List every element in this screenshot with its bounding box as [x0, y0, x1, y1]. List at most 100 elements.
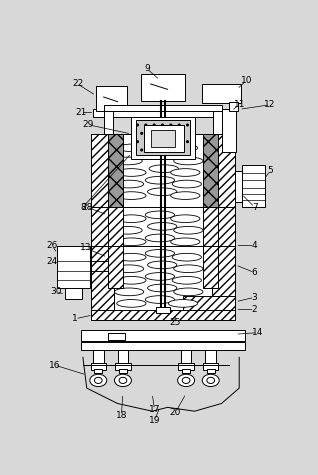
- Bar: [203, 134, 218, 207]
- Bar: [136, 120, 190, 155]
- Text: 11: 11: [233, 100, 245, 109]
- Bar: [141, 74, 185, 101]
- Text: 25: 25: [169, 318, 181, 327]
- Bar: [203, 207, 218, 246]
- Ellipse shape: [113, 157, 142, 165]
- Ellipse shape: [149, 165, 178, 172]
- Ellipse shape: [114, 288, 144, 296]
- Text: 19: 19: [149, 416, 160, 425]
- Bar: [104, 109, 113, 134]
- Ellipse shape: [148, 223, 177, 230]
- Text: 7: 7: [252, 203, 258, 212]
- Bar: [108, 332, 125, 341]
- Bar: [151, 130, 175, 147]
- Text: 21: 21: [75, 108, 86, 117]
- Text: 10: 10: [241, 76, 253, 85]
- Ellipse shape: [172, 180, 202, 188]
- Bar: [115, 363, 131, 370]
- Ellipse shape: [171, 169, 200, 176]
- Bar: [96, 86, 127, 111]
- Bar: [58, 246, 90, 288]
- Ellipse shape: [145, 176, 175, 184]
- Text: 1: 1: [72, 314, 78, 323]
- Bar: [229, 102, 238, 111]
- Bar: [212, 134, 235, 311]
- Text: 29: 29: [83, 120, 94, 129]
- Bar: [213, 109, 222, 134]
- Text: 20: 20: [169, 408, 181, 417]
- Ellipse shape: [178, 374, 195, 387]
- Ellipse shape: [114, 265, 144, 273]
- Text: 4: 4: [252, 241, 257, 250]
- Text: 17: 17: [149, 405, 160, 414]
- Ellipse shape: [145, 234, 175, 242]
- Ellipse shape: [172, 253, 202, 261]
- Bar: [183, 296, 235, 310]
- Bar: [93, 109, 235, 117]
- Ellipse shape: [148, 284, 177, 292]
- Ellipse shape: [171, 192, 200, 200]
- Ellipse shape: [145, 152, 175, 160]
- Ellipse shape: [145, 211, 175, 218]
- Bar: [235, 171, 241, 202]
- Ellipse shape: [117, 169, 146, 176]
- Bar: [207, 369, 215, 373]
- Bar: [80, 342, 245, 350]
- Ellipse shape: [117, 300, 146, 307]
- Ellipse shape: [94, 377, 102, 383]
- Text: 22: 22: [72, 79, 83, 88]
- Ellipse shape: [117, 253, 146, 261]
- Text: 13: 13: [80, 244, 91, 252]
- Bar: [114, 134, 212, 311]
- Ellipse shape: [168, 144, 197, 152]
- Bar: [107, 246, 123, 288]
- Bar: [119, 369, 127, 373]
- Bar: [202, 84, 241, 103]
- Text: 28: 28: [81, 203, 93, 212]
- Bar: [182, 369, 190, 373]
- Ellipse shape: [182, 377, 190, 383]
- Ellipse shape: [118, 144, 148, 152]
- Ellipse shape: [117, 215, 146, 223]
- Text: 18: 18: [116, 410, 127, 419]
- Ellipse shape: [148, 188, 177, 196]
- Bar: [91, 363, 106, 370]
- Text: 14: 14: [252, 328, 263, 337]
- Text: 6: 6: [252, 268, 258, 277]
- Bar: [104, 105, 222, 111]
- Text: 30: 30: [50, 287, 62, 296]
- Bar: [222, 109, 236, 152]
- Ellipse shape: [90, 374, 107, 387]
- Text: 12: 12: [264, 100, 276, 109]
- Ellipse shape: [174, 265, 203, 273]
- Bar: [118, 350, 128, 365]
- Ellipse shape: [145, 273, 175, 280]
- Ellipse shape: [171, 215, 200, 223]
- Ellipse shape: [117, 238, 146, 246]
- Bar: [144, 125, 184, 152]
- Ellipse shape: [117, 276, 146, 284]
- Ellipse shape: [114, 374, 131, 387]
- Bar: [91, 310, 235, 320]
- Ellipse shape: [113, 227, 142, 234]
- Text: 24: 24: [46, 256, 58, 266]
- Ellipse shape: [174, 288, 203, 296]
- Text: 3: 3: [252, 293, 258, 302]
- Bar: [178, 363, 194, 370]
- Bar: [205, 350, 216, 365]
- Ellipse shape: [114, 180, 144, 188]
- Ellipse shape: [174, 157, 203, 165]
- Ellipse shape: [172, 276, 202, 284]
- Bar: [156, 307, 170, 314]
- Ellipse shape: [171, 238, 200, 246]
- Bar: [203, 363, 218, 370]
- Bar: [65, 288, 82, 299]
- Ellipse shape: [140, 139, 169, 147]
- Bar: [131, 117, 195, 160]
- Text: 5: 5: [267, 166, 273, 175]
- Text: 9: 9: [144, 64, 150, 73]
- Ellipse shape: [145, 296, 175, 304]
- Ellipse shape: [174, 227, 203, 234]
- Bar: [91, 134, 114, 311]
- Ellipse shape: [117, 192, 146, 200]
